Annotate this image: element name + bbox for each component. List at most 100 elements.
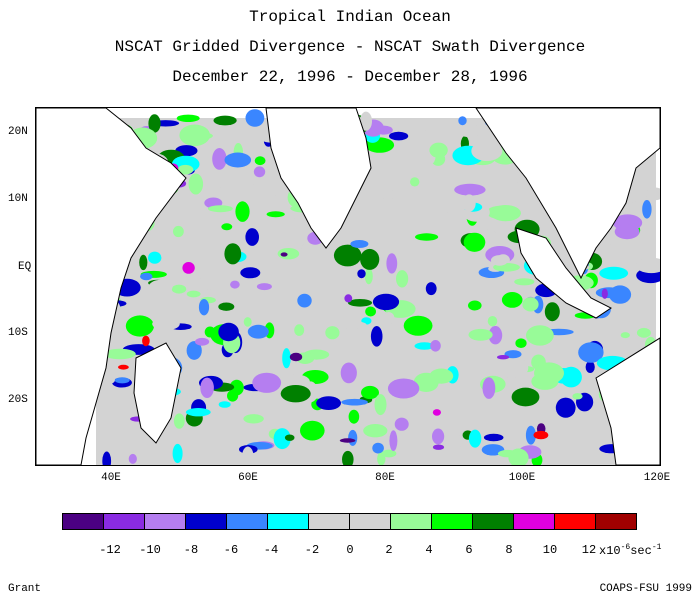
lat-label-20s: 20S <box>8 394 28 406</box>
divergence-extreme <box>339 438 356 443</box>
divergence-extreme <box>432 409 441 416</box>
divergence-blob <box>451 434 462 450</box>
divergence-blob <box>152 317 180 331</box>
divergence-blob <box>382 185 394 206</box>
divergence-blob <box>140 272 153 281</box>
divergence-blob <box>398 120 415 133</box>
divergence-blob <box>410 177 420 187</box>
colorbar-tick: -4 <box>263 543 279 557</box>
divergence-blob <box>195 337 210 346</box>
colorbar-swatch <box>555 514 596 529</box>
colorbar-swatch <box>268 514 309 529</box>
divergence-blob <box>383 312 395 325</box>
divergence-blob <box>266 211 285 218</box>
divergence-blob <box>425 282 437 296</box>
colorbar-swatch <box>350 514 391 529</box>
colorbar-tick: 0 <box>346 543 354 557</box>
divergence-blob <box>555 397 576 418</box>
divergence-blob <box>148 279 173 294</box>
colorbar-tick: -6 <box>223 543 239 557</box>
divergence-blob <box>218 361 242 374</box>
divergence-blob <box>515 338 527 348</box>
divergence-blob <box>370 326 383 347</box>
divergence-blob <box>430 340 441 352</box>
divergence-blob <box>195 277 223 290</box>
divergence-blob <box>247 324 269 339</box>
divergence-extreme <box>432 444 445 450</box>
divergence-blob <box>125 315 154 337</box>
colorbar-swatch <box>596 514 636 529</box>
author-label: Grant <box>8 583 42 595</box>
title-line-2: NSCAT Gridded Divergence - NSCAT Swath D… <box>114 38 586 56</box>
divergence-blob <box>347 299 373 307</box>
divergence-blob <box>414 342 435 350</box>
title-line-1: Tropical Indian Ocean <box>249 8 451 26</box>
divergence-blob <box>468 300 482 311</box>
divergence-blob <box>396 270 409 288</box>
divergence-blob <box>186 290 201 298</box>
divergence-blob <box>511 359 529 377</box>
divergence-blob <box>104 348 136 360</box>
divergence-blob <box>200 377 214 398</box>
divergence-blob <box>277 228 309 248</box>
divergence-blob <box>423 262 441 277</box>
coastline <box>36 108 187 465</box>
divergence-blob <box>185 408 211 417</box>
divergence-extreme <box>289 352 303 362</box>
colorbar-tick: -2 <box>304 543 320 557</box>
divergence-blob <box>253 166 266 178</box>
divergence-blob <box>139 254 148 271</box>
divergence-blob <box>221 223 233 231</box>
colorbar-swatch <box>432 514 473 529</box>
divergence-blob <box>102 451 112 465</box>
divergence-blob <box>186 341 202 360</box>
divergence-blob <box>544 302 560 322</box>
divergence-blob <box>166 196 187 207</box>
divergence-blob <box>213 115 237 126</box>
divergence-extreme <box>182 262 195 274</box>
divergence-blob <box>429 142 448 158</box>
divergence-blob <box>525 425 536 445</box>
divergence-blob <box>227 390 239 402</box>
divergence-blob <box>635 257 660 274</box>
divergence-blob <box>128 453 137 464</box>
colorbar-swatch <box>63 514 104 529</box>
divergence-blob <box>526 325 554 346</box>
divergence-blob <box>340 362 357 384</box>
map-panel <box>35 107 661 466</box>
divergence-blob <box>319 248 332 255</box>
divergence-blob <box>258 194 280 210</box>
divergence-blob <box>620 332 630 339</box>
divergence-blob <box>363 424 388 438</box>
divergence-extreme <box>497 355 510 360</box>
divergence-blob <box>218 322 239 342</box>
divergence-blob <box>537 363 547 380</box>
coastline <box>595 337 660 465</box>
divergence-blob <box>167 275 192 290</box>
lat-label-10s: 10S <box>8 327 28 339</box>
colorbar-tick: -12 <box>99 543 121 557</box>
divergence-blob <box>415 233 439 241</box>
divergence-blob <box>463 232 486 252</box>
colorbar-swatch <box>514 514 555 529</box>
divergence-blob <box>471 141 503 161</box>
divergence-blob <box>599 266 629 280</box>
coastline <box>265 108 372 249</box>
colorbar-swatch <box>473 514 514 529</box>
divergence-blob <box>316 396 341 410</box>
colorbar-tick: 10 <box>542 543 558 557</box>
divergence-blob <box>177 164 194 175</box>
colorbar-tick: 4 <box>425 543 433 557</box>
divergence-map <box>36 108 660 465</box>
divergence-blob <box>350 240 369 248</box>
divergence-blob <box>456 124 482 138</box>
lon-label-80e: 80E <box>375 472 395 484</box>
divergence-extreme <box>142 335 150 347</box>
divergence-blob <box>252 372 282 393</box>
divergence-blob <box>508 448 529 465</box>
divergence-blob <box>245 109 265 127</box>
divergence-blob <box>348 409 360 424</box>
divergence-blob <box>487 316 498 327</box>
divergence-blob <box>381 449 397 458</box>
divergence-blob <box>245 228 259 246</box>
